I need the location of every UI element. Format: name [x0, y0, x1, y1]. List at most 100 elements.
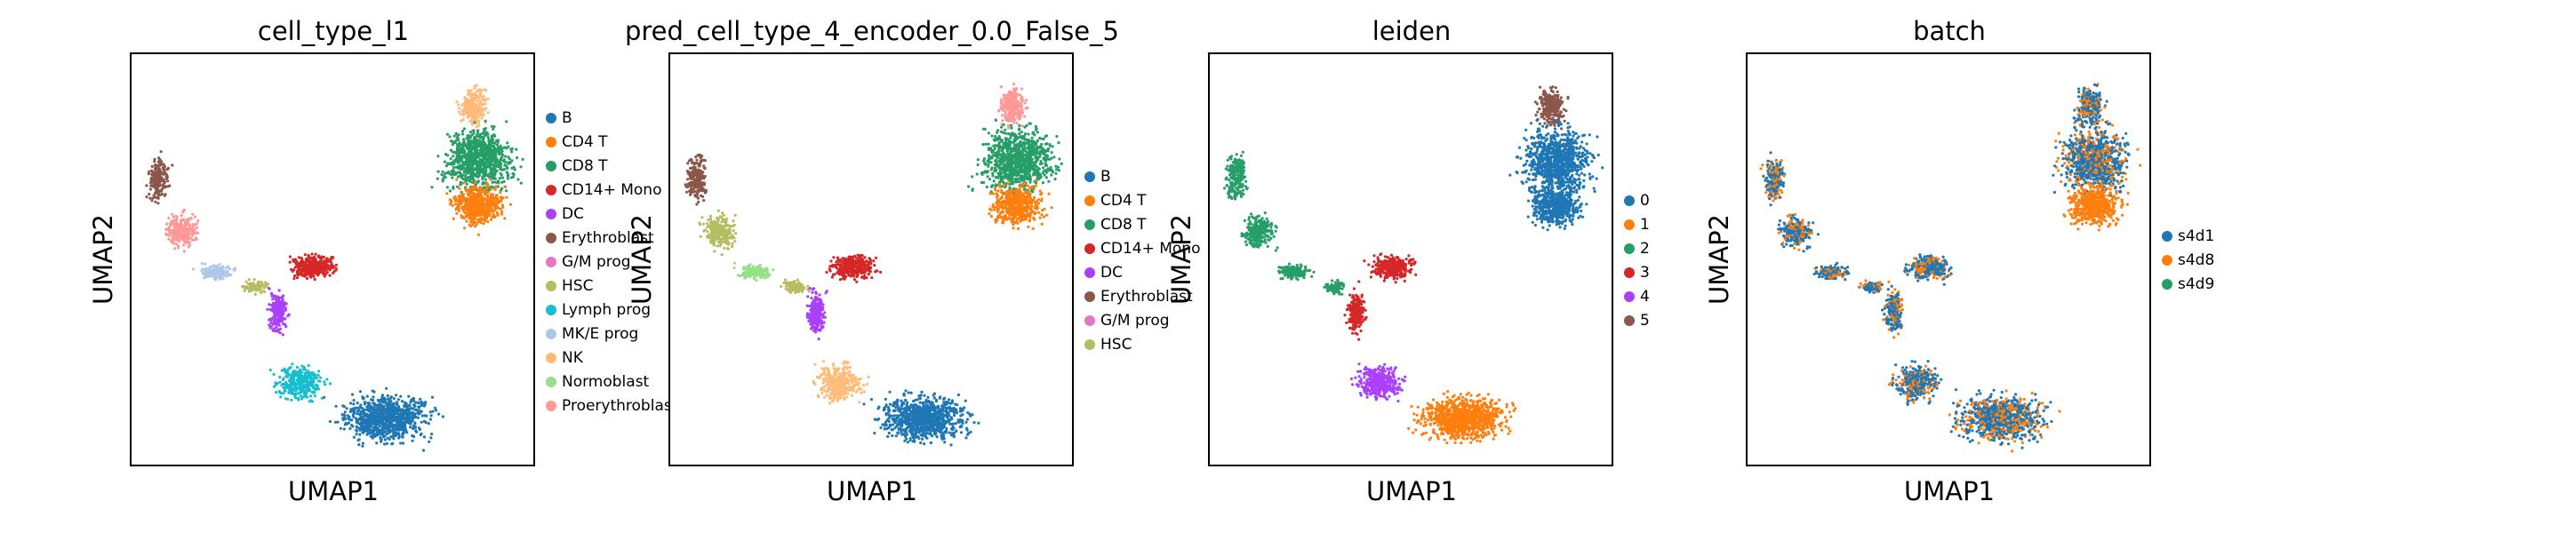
scatter-point [170, 221, 173, 225]
scatter-point [468, 223, 471, 227]
scatter-point [392, 430, 396, 434]
scatter-point [371, 419, 374, 423]
scatter-point [495, 143, 500, 147]
scatter-point [484, 160, 488, 164]
scatter-point [473, 203, 476, 207]
scatter-point [481, 201, 484, 204]
scatter-point [372, 413, 375, 417]
scatter-point [355, 425, 358, 428]
scatter-point [486, 194, 490, 197]
scatter-point [294, 262, 298, 266]
scatter-point [413, 421, 417, 425]
scatter-point [380, 409, 383, 412]
scatter-point [336, 420, 340, 424]
scatter-point [452, 187, 455, 190]
scatter-point [1032, 163, 1036, 167]
scatter-point [468, 139, 472, 142]
scatter-point [500, 203, 504, 207]
scatter-point [440, 172, 444, 177]
scatter-point [473, 207, 476, 211]
scatter-point [275, 391, 278, 394]
scatter-point [473, 103, 476, 107]
scatter-point [478, 162, 482, 165]
scatter-point [462, 217, 466, 220]
scatter-point [273, 320, 276, 323]
scatter-point [456, 157, 460, 161]
scatter-point [374, 424, 378, 427]
scatter-point [401, 409, 405, 412]
scatter-point [476, 149, 479, 153]
scatter-point [434, 409, 438, 412]
scatter-point [271, 301, 275, 305]
scatter-point [305, 263, 308, 266]
scatter-point [1058, 157, 1061, 161]
scatter-point [477, 193, 481, 196]
scatter-point [469, 197, 473, 201]
scatter-point [487, 138, 491, 141]
scatter-point [370, 405, 373, 409]
scatter-point [388, 424, 392, 427]
scatter-point [291, 389, 294, 393]
scatter-point [498, 153, 501, 156]
scatter-point [295, 276, 300, 280]
scatter-point [167, 216, 171, 220]
scatter-point [1006, 99, 1011, 103]
scatter-point [311, 383, 315, 386]
scatter-point [479, 187, 483, 191]
scatter-point [1012, 101, 1016, 105]
scatter-point [462, 127, 466, 131]
scatter-point [430, 433, 434, 436]
scatter-point [479, 147, 483, 150]
scatter-point [412, 404, 416, 408]
scatter-point [304, 270, 308, 274]
scatter-point [157, 180, 161, 184]
y-axis-label: UMAP2 [88, 213, 118, 306]
scatter-point [499, 191, 502, 195]
scatter-point [1040, 143, 1044, 147]
scatter-point [480, 198, 484, 202]
scatter-point [389, 416, 393, 419]
scatter-point [421, 402, 426, 405]
legend-item: Proerythroblast [546, 394, 677, 418]
scatter-point [521, 157, 524, 161]
scatter-point [404, 426, 407, 430]
scatter-point [478, 132, 482, 136]
scatter-cluster [241, 277, 271, 296]
scatter-point [149, 176, 153, 179]
legend-label: Proerythroblast [562, 396, 678, 415]
scatter-point [492, 214, 496, 218]
scatter-point [182, 250, 186, 253]
scatter-point [345, 407, 348, 410]
scatter-point [456, 166, 460, 170]
scatter-point [473, 180, 476, 184]
scatter-point [360, 426, 364, 430]
scatter-point [173, 219, 177, 222]
scatter-point [468, 188, 471, 192]
scatter-point [503, 163, 507, 167]
scatter-point [318, 376, 323, 379]
scatter-point [195, 223, 198, 227]
scatter-point [999, 85, 1003, 89]
scatter-point [485, 149, 489, 153]
scatter-point [494, 169, 498, 172]
scatter-point [458, 155, 461, 158]
scatter-point [476, 144, 480, 147]
scatter-point [190, 229, 194, 233]
legend-marker [546, 184, 556, 195]
scatter-point [274, 381, 277, 385]
scatter-point [999, 98, 1004, 101]
scatter-point [269, 322, 273, 325]
scatter-point [455, 211, 459, 215]
scatter-point [473, 153, 476, 156]
scatter-point [365, 405, 369, 409]
scatter-point [463, 227, 467, 230]
scatter-point [484, 89, 488, 92]
scatter-point [481, 107, 484, 111]
scatter-point [297, 256, 300, 259]
scatter-point [322, 255, 326, 259]
scatter-point [459, 183, 462, 187]
scatter-point [414, 429, 418, 433]
scatter-point [223, 271, 227, 274]
scatter-point [282, 305, 285, 309]
scatter-point [485, 199, 489, 203]
